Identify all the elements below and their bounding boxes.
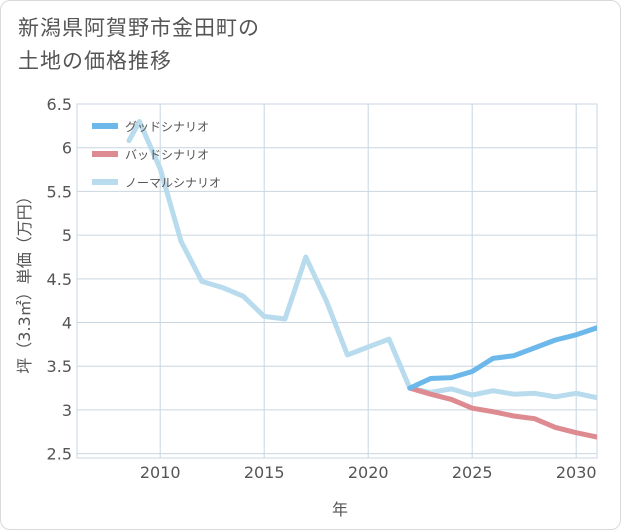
y-axis-label: 坪（3.3㎡）単価（万円） bbox=[15, 188, 34, 373]
y-tick-label: 2.5 bbox=[47, 445, 72, 464]
y-tick-label: 3.5 bbox=[47, 357, 72, 376]
series-line-0 bbox=[407, 325, 597, 391]
legend-label-2: ノーマルシナリオ bbox=[125, 176, 221, 190]
chart-title-line2: 土地の価格推移 bbox=[18, 49, 172, 73]
y-tick-label: 6.5 bbox=[47, 95, 72, 114]
x-tick-label: 2010 bbox=[140, 463, 181, 482]
legend-label-0: グッドシナリオ bbox=[125, 120, 209, 134]
y-tick-label: 5.5 bbox=[47, 182, 72, 201]
series-line-2 bbox=[126, 119, 597, 401]
y-tick-label: 4.5 bbox=[47, 270, 72, 289]
chart-title: 新潟県阿賀野市金田町の 土地の価格推移 bbox=[18, 12, 578, 78]
series-line-1 bbox=[407, 385, 597, 440]
x-tick-label: 2025 bbox=[452, 463, 493, 482]
x-axis-label: 年 bbox=[332, 500, 348, 519]
x-tick-label: 2015 bbox=[244, 463, 285, 482]
x-tick-label: 2030 bbox=[556, 463, 597, 482]
x-tick-label: 2020 bbox=[348, 463, 389, 482]
chart-title-line1: 新潟県阿賀野市金田町の bbox=[18, 16, 260, 40]
y-tick-label: 4 bbox=[62, 314, 72, 333]
y-tick-label: 6 bbox=[62, 139, 72, 158]
y-tick-label: 3 bbox=[62, 401, 72, 420]
legend-label-1: バッドシナリオ bbox=[125, 148, 209, 162]
y-tick-label: 5 bbox=[62, 226, 72, 245]
